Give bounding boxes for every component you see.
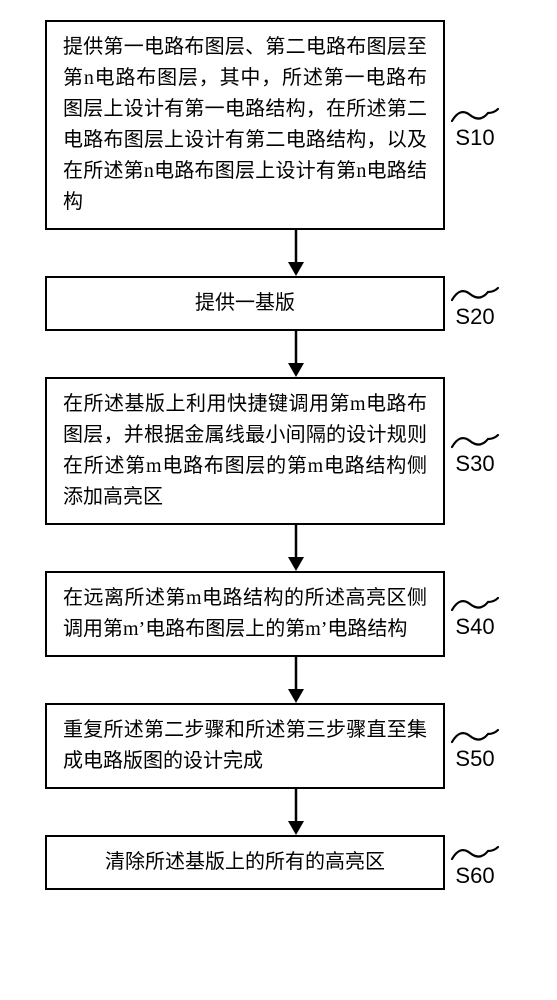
step-connector: S50	[445, 722, 505, 770]
arrow-down	[96, 789, 496, 835]
flowchart-step-s50: 重复所述第二步骤和所述第三步骤直至集成电路版图的设计完成 S50	[10, 703, 547, 789]
step-connector: S30	[445, 427, 505, 475]
step-connector: S10	[445, 101, 505, 149]
step-connector: S60	[445, 839, 505, 887]
step-label: S20	[455, 306, 494, 328]
step-label: S40	[455, 616, 494, 638]
flowchart-step-s40: 在远离所述第m电路结构的所述高亮区侧调用第m’电路布图层上的第m’电路结构 S40	[10, 571, 547, 657]
flowchart-step-s60: 清除所述基版上的所有的高亮区 S60	[10, 835, 547, 890]
step-box: 提供第一电路布图层、第二电路布图层至第n电路布图层，其中，所述第一电路布图层上设…	[45, 20, 445, 230]
step-label: S60	[455, 865, 494, 887]
step-label: S50	[455, 748, 494, 770]
step-label: S30	[455, 453, 494, 475]
step-connector: S40	[445, 590, 505, 638]
flowchart-step-s20: 提供一基版 S20	[10, 276, 547, 331]
flowchart-step-s30: 在所述基版上利用快捷键调用第m电路布图层，并根据金属线最小间隔的设计规则在所述第…	[10, 377, 547, 525]
step-box: 在远离所述第m电路结构的所述高亮区侧调用第m’电路布图层上的第m’电路结构	[45, 571, 445, 657]
step-label: S10	[455, 127, 494, 149]
step-box: 重复所述第二步骤和所述第三步骤直至集成电路版图的设计完成	[45, 703, 445, 789]
arrow-down	[96, 525, 496, 571]
step-box: 提供一基版	[45, 276, 445, 331]
arrow-down	[96, 331, 496, 377]
arrow-down	[96, 230, 496, 276]
step-box: 在所述基版上利用快捷键调用第m电路布图层，并根据金属线最小间隔的设计规则在所述第…	[45, 377, 445, 525]
step-box: 清除所述基版上的所有的高亮区	[45, 835, 445, 890]
flowchart-container: 提供第一电路布图层、第二电路布图层至第n电路布图层，其中，所述第一电路布图层上设…	[0, 0, 557, 910]
flowchart-step-s10: 提供第一电路布图层、第二电路布图层至第n电路布图层，其中，所述第一电路布图层上设…	[10, 20, 547, 230]
arrow-down	[96, 657, 496, 703]
step-connector: S20	[445, 280, 505, 328]
